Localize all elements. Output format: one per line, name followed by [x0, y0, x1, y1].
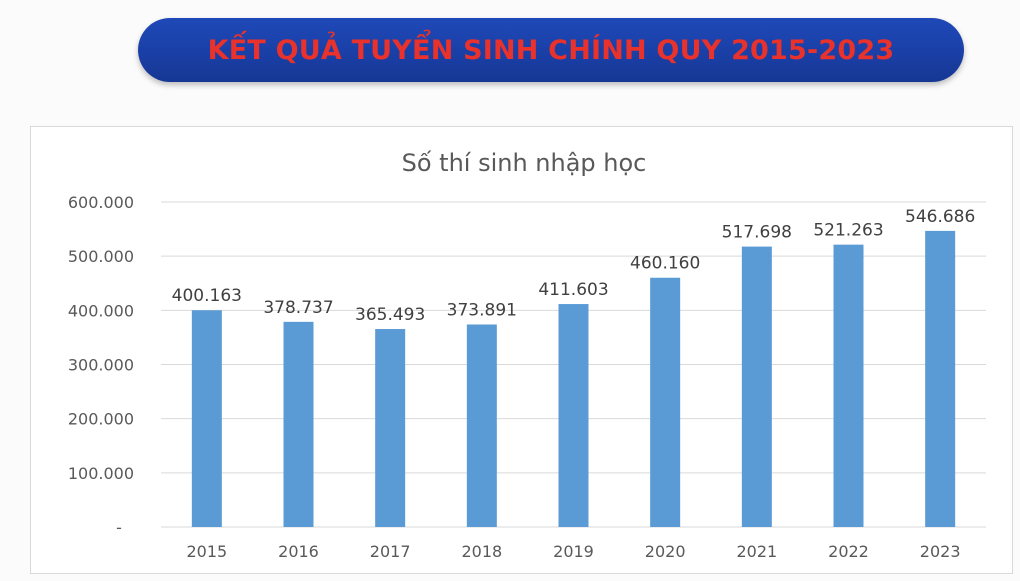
data-labels: 400.163 378.737 365.493 373.891 411.603 460.1…	[172, 207, 976, 325]
bar-2017	[375, 329, 406, 527]
y-tick-label: 400.000	[68, 301, 134, 320]
data-label-2019: 411.603	[538, 280, 608, 300]
data-label-2023: 546.686	[905, 207, 975, 227]
y-tick-label: 200.000	[68, 410, 134, 429]
bars	[191, 230, 956, 527]
x-tick-label-2020: 2020	[645, 542, 686, 561]
bar-2018	[466, 324, 497, 527]
chart-title: Số thí sinh nhập học	[402, 149, 647, 177]
bar-2021	[741, 246, 772, 527]
data-label-2017: 365.493	[355, 305, 425, 325]
bar-chart: Số thí sinh nhập học - 100.000 200.000 300.…	[68, 149, 986, 561]
x-tick-label-2017: 2017	[370, 542, 411, 561]
x-tick-label-2021: 2021	[736, 542, 777, 561]
bar-2016	[283, 321, 314, 527]
data-label-2016: 378.737	[263, 298, 333, 318]
chart-area: Số thí sinh nhập học - 100.000 200.000 300.…	[30, 126, 1013, 574]
x-tick-label-2019: 2019	[553, 542, 594, 561]
data-label-2015: 400.163	[172, 286, 242, 306]
x-tick-label-2016: 2016	[278, 542, 319, 561]
x-tick-label-2023: 2023	[920, 542, 961, 561]
x-tick-label-2018: 2018	[461, 542, 502, 561]
data-label-2020: 460.160	[630, 254, 700, 274]
bar-2019	[558, 304, 589, 527]
data-label-2022: 521.263	[813, 221, 883, 241]
title-banner: KẾT QUẢ TUYỂN SINH CHÍNH QUY 2015-2023	[138, 18, 964, 82]
y-tick-label: 100.000	[68, 464, 134, 483]
y-tick-label: 600.000	[68, 193, 134, 212]
data-label-2021: 517.698	[722, 223, 792, 243]
y-axis-ticks: - 100.000 200.000 300.000 400.000 500.000 600.…	[68, 193, 134, 537]
banner-title: KẾT QUẢ TUYỂN SINH CHÍNH QUY 2015-2023	[207, 34, 895, 66]
y-tick-label: -	[116, 518, 122, 537]
x-axis-ticks: 2015 2016 2017 2018 2019 2020 2021 2022 2023	[186, 542, 960, 561]
bar-2023	[925, 230, 956, 527]
x-tick-label-2022: 2022	[828, 542, 869, 561]
bar-2020	[650, 277, 681, 527]
y-tick-label: 500.000	[68, 247, 134, 266]
x-tick-label-2015: 2015	[186, 542, 227, 561]
data-label-2018: 373.891	[447, 300, 517, 320]
bar-2015	[191, 310, 222, 527]
bar-2022	[833, 244, 864, 527]
y-tick-label: 300.000	[68, 356, 134, 375]
